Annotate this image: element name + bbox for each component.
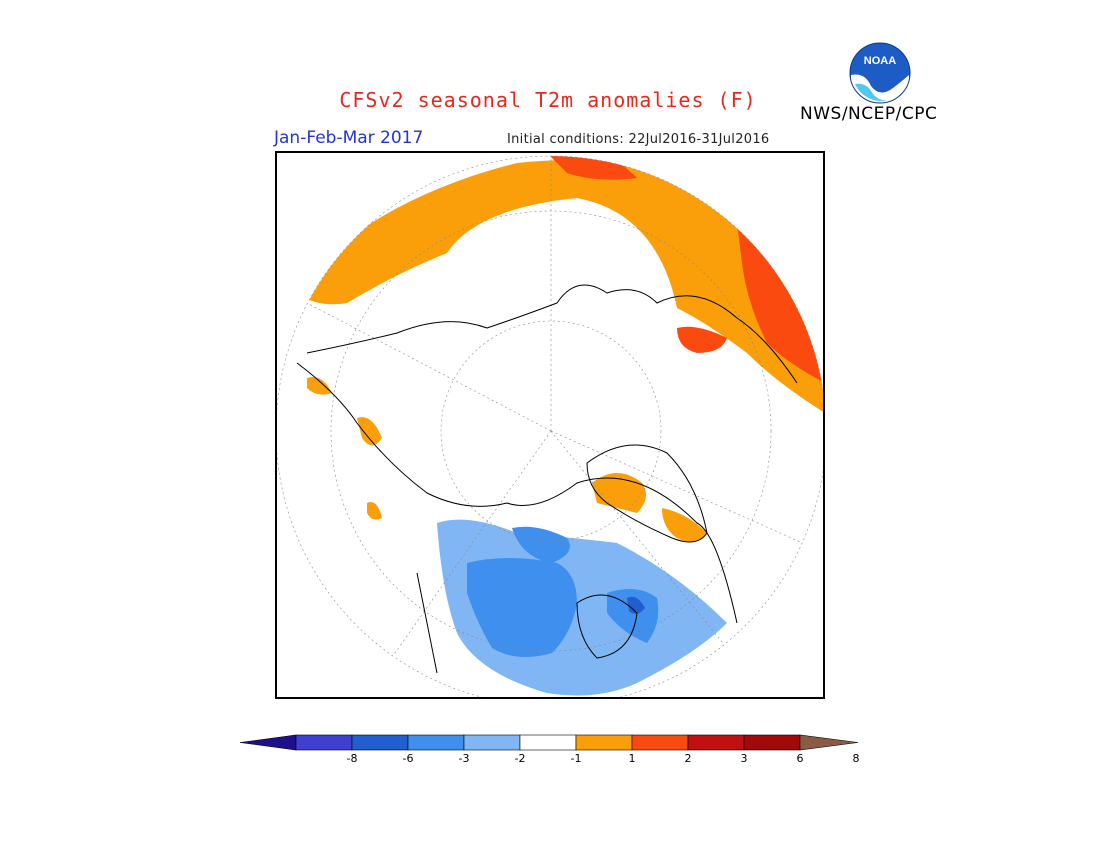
initial-conditions: Initial conditions: 22Jul2016-31Jul2016 xyxy=(507,132,770,147)
colorbar-bin xyxy=(463,734,521,751)
colorbar-arrow-low xyxy=(239,734,297,751)
colorbar-tick-label: 3 xyxy=(740,752,748,765)
season-label: Jan-Feb-Mar 2017 xyxy=(274,128,424,148)
colorbar-tick-label: 2 xyxy=(684,752,692,765)
anomaly-eurasia xyxy=(297,160,823,413)
map-frame xyxy=(275,151,825,699)
anomaly-greenland-east xyxy=(662,508,707,542)
colorbar-tick-label: 8 xyxy=(852,752,860,765)
colorbar-tick-label: -1 xyxy=(570,752,582,765)
colorbar-tick-label: -6 xyxy=(402,752,414,765)
anomaly-canada-east xyxy=(607,589,659,643)
chart-title: CFSv2 seasonal T2m anomalies (F) xyxy=(339,88,757,112)
colorbar-tick-label: -3 xyxy=(458,752,470,765)
anomaly-far-east xyxy=(737,223,823,383)
colorbar xyxy=(239,734,859,751)
logo-text: NOAA xyxy=(864,55,896,67)
anomaly-aleutian xyxy=(357,417,382,446)
agency-label: NWS/NCEP/CPC xyxy=(800,104,938,124)
colorbar-bin xyxy=(351,734,409,751)
coastline-pacific xyxy=(416,572,438,674)
colorbar-bin xyxy=(407,734,465,751)
colorbar-tick-label: -2 xyxy=(514,752,526,765)
coastline-hudson xyxy=(576,594,638,659)
noaa-logo: NOAA xyxy=(849,42,911,104)
anomaly-arctic-archipelago xyxy=(512,526,570,563)
coastline-north-america xyxy=(296,362,738,624)
anomaly-canada xyxy=(467,558,577,657)
coastline-eurasia xyxy=(306,284,798,384)
anomaly-bc xyxy=(367,502,382,520)
colorbar-bin xyxy=(575,734,633,751)
anomaly-kamchatka xyxy=(677,326,727,353)
colorbar-bin xyxy=(519,734,577,751)
coastline-greenland xyxy=(586,444,708,543)
anomaly-greenland xyxy=(592,473,646,513)
colorbar-arrow-high xyxy=(799,734,859,751)
colorbar-tick-label: 6 xyxy=(796,752,804,765)
anomaly-hudson xyxy=(627,596,645,614)
anomaly-alaska-coast xyxy=(307,377,332,395)
colorbar-bin xyxy=(631,734,689,751)
colorbar-bin xyxy=(687,734,745,751)
colorbar-bin xyxy=(295,734,353,751)
colorbar-tick-label: -8 xyxy=(346,752,358,765)
colorbar-tick-label: 1 xyxy=(628,752,636,765)
colorbar-bin xyxy=(743,734,801,751)
polar-map xyxy=(277,155,823,697)
